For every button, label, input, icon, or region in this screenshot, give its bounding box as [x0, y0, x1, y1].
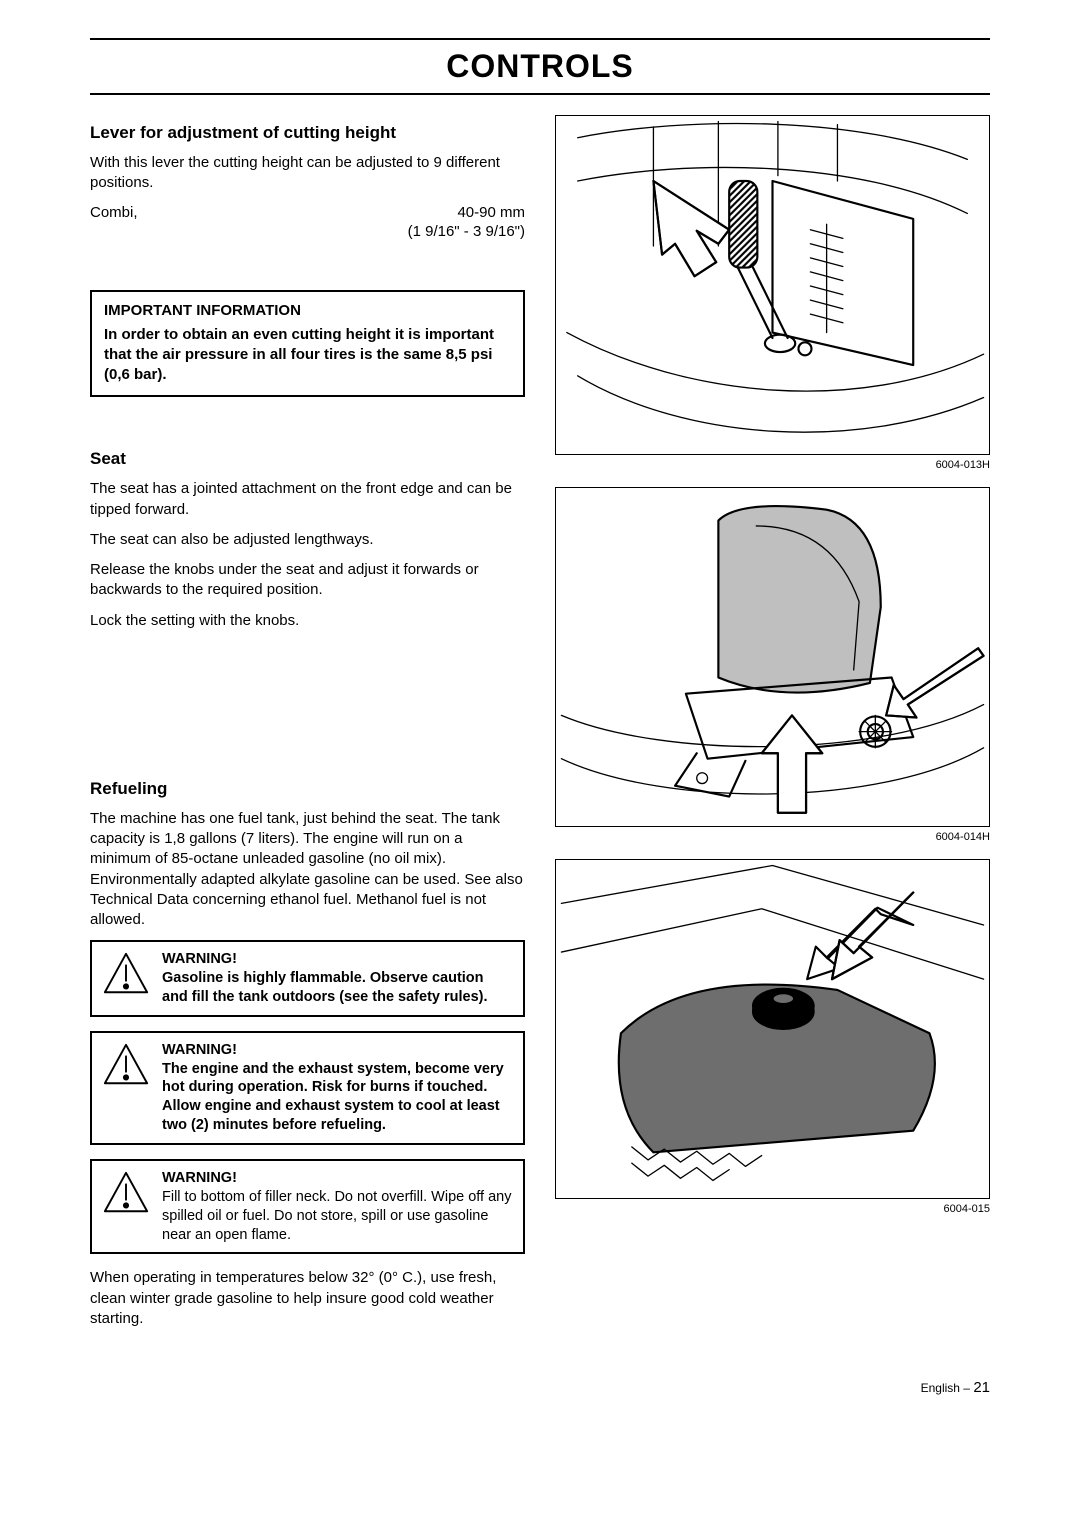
seat-p1: The seat has a jointed attachment on the…	[90, 479, 525, 520]
warning-1-body: Gasoline is highly flammable. Observe ca…	[162, 970, 488, 1005]
warning-2-text: WARNING! The engine and the exhaust syst…	[162, 1041, 513, 1135]
footer-page-number: 21	[973, 1379, 990, 1396]
warning-3-body: Fill to bottom of filler neck. Do not ov…	[162, 1189, 512, 1243]
warning-1-title: WARNING!	[162, 951, 237, 967]
lever-spec-in: (1 9/16" - 3 9/16")	[90, 223, 525, 240]
page-title: CONTROLS	[90, 48, 990, 85]
warning-2-body: The engine and the exhaust system, becom…	[162, 1061, 504, 1134]
important-info-body: In order to obtain an even cutting heigh…	[104, 325, 511, 386]
seat-section-title: Seat	[90, 449, 525, 469]
lever-section-title: Lever for adjustment of cutting height	[90, 123, 525, 143]
warning-3-text: WARNING! Fill to bottom of filler neck. …	[162, 1169, 513, 1244]
warning-box-1: WARNING! Gasoline is highly flammable. O…	[90, 940, 525, 1017]
top-rule	[90, 38, 990, 40]
figure-lever-caption: 6004-013H	[555, 459, 990, 471]
figure-fuel: 6004-015	[555, 859, 990, 1215]
warning-1-text: WARNING! Gasoline is highly flammable. O…	[162, 950, 513, 1007]
lever-spec-label: Combi,	[90, 204, 138, 221]
figure-fuel-frame	[555, 859, 990, 1199]
warning-icon	[102, 1169, 150, 1217]
content-columns: Lever for adjustment of cutting height W…	[90, 115, 990, 1339]
refuel-section-title: Refueling	[90, 779, 525, 799]
lever-spec-mm: 40-90 mm	[457, 204, 525, 221]
warning-2-title: WARNING!	[162, 1042, 237, 1058]
seat-p2: The seat can also be adjusted lengthways…	[90, 530, 525, 550]
lever-intro: With this lever the cutting height can b…	[90, 153, 525, 194]
seat-p3: Release the knobs under the seat and adj…	[90, 560, 525, 601]
warning-box-3: WARNING! Fill to bottom of filler neck. …	[90, 1159, 525, 1254]
page-footer: English – 21	[90, 1379, 990, 1396]
lever-spec-row: Combi, 40-90 mm	[90, 204, 525, 221]
footer-label: English –	[921, 1381, 970, 1395]
figure-fuel-caption: 6004-015	[555, 1203, 990, 1215]
figure-seat-frame	[555, 487, 990, 827]
refuel-p1: The machine has one fuel tank, just behi…	[90, 809, 525, 931]
important-info-box: IMPORTANT INFORMATION In order to obtain…	[90, 290, 525, 398]
warning-box-2: WARNING! The engine and the exhaust syst…	[90, 1031, 525, 1145]
seat-p4: Lock the setting with the knobs.	[90, 611, 525, 631]
figure-seat: 6004-014H	[555, 487, 990, 843]
figure-lever: 6004-013H	[555, 115, 990, 471]
warning-3-title: WARNING!	[162, 1170, 237, 1186]
warning-icon	[102, 1041, 150, 1089]
important-info-title: IMPORTANT INFORMATION	[104, 302, 511, 319]
refuel-closing: When operating in temperatures below 32°…	[90, 1268, 525, 1329]
warning-icon	[102, 950, 150, 998]
figure-lever-frame	[555, 115, 990, 455]
figure-seat-caption: 6004-014H	[555, 831, 990, 843]
title-underline	[90, 93, 990, 95]
right-column: 6004-013H	[555, 115, 990, 1339]
left-column: Lever for adjustment of cutting height W…	[90, 115, 525, 1339]
